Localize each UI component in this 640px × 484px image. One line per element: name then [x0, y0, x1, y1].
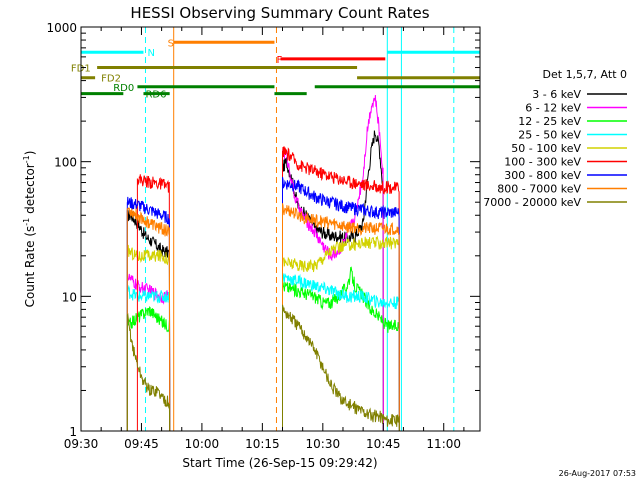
x-tick-label: 09:30 — [64, 437, 99, 451]
legend-label: 25 - 50 keV — [518, 129, 581, 142]
series-line — [282, 266, 400, 432]
axes-ticks: 09:30 09:45 10:00 10:15 10:30 10:45 11:00 1 10 10… — [46, 21, 480, 451]
y-tick-label: 1 — [69, 425, 77, 439]
x-tick-label: 10:00 — [185, 437, 220, 451]
x-tick-label: 11:00 — [426, 437, 461, 451]
legend-label: 50 - 100 keV — [511, 142, 581, 155]
series-line — [136, 174, 171, 432]
series-line — [126, 284, 171, 432]
legend-label: 6 - 12 keV — [525, 102, 581, 115]
state-label: S — [168, 38, 174, 49]
y-axis-label: Count Rate (s-1 detector-1) — [22, 151, 37, 308]
state-label: N — [148, 48, 155, 59]
plot-frame — [80, 26, 481, 432]
x-tick-label: 10:45 — [366, 437, 401, 451]
series-line — [282, 146, 400, 432]
x-tick-label: 09:45 — [124, 437, 159, 451]
x-axis-label: Start Time (26-Sep-15 09:29:42) — [182, 456, 377, 470]
legend-label: 300 - 800 keV — [504, 169, 581, 182]
x-tick-label: 10:30 — [306, 437, 341, 451]
legend-label: 100 - 300 keV — [504, 156, 581, 169]
timestamp: 26-Aug-2017 07:53 — [559, 469, 636, 478]
legend-label: 3 - 6 keV — [532, 88, 581, 101]
state-label: FD2 — [101, 74, 121, 85]
series-line — [282, 235, 400, 432]
state-label: RD0 — [113, 83, 134, 94]
series-line — [126, 312, 171, 432]
series-line — [126, 207, 171, 432]
series-line — [126, 244, 171, 432]
series-line — [126, 273, 171, 432]
series-line — [282, 203, 400, 432]
legend-label: 800 - 7000 keV — [497, 183, 581, 196]
legend-title: Det 1,5,7, Att 0 — [543, 68, 627, 81]
y-tick-label: 100 — [54, 156, 77, 170]
series-line — [126, 209, 171, 432]
series-line — [126, 196, 171, 432]
y-tick-label: 10 — [62, 290, 77, 304]
series-line — [282, 94, 384, 432]
series-line — [126, 306, 171, 432]
chart-title: HESSI Observing Summary Count Rates — [130, 4, 429, 22]
series-line — [282, 304, 400, 432]
series-line — [282, 176, 400, 432]
legend-label: 12 - 25 keV — [518, 115, 581, 128]
state-label: F — [276, 55, 282, 66]
legend-label: 7000 - 20000 keV — [483, 196, 581, 209]
y-tick-label: 1000 — [46, 21, 77, 35]
state-label: RD6 — [145, 90, 166, 101]
x-tick-label: 10:15 — [245, 437, 280, 451]
series-line — [282, 273, 400, 432]
